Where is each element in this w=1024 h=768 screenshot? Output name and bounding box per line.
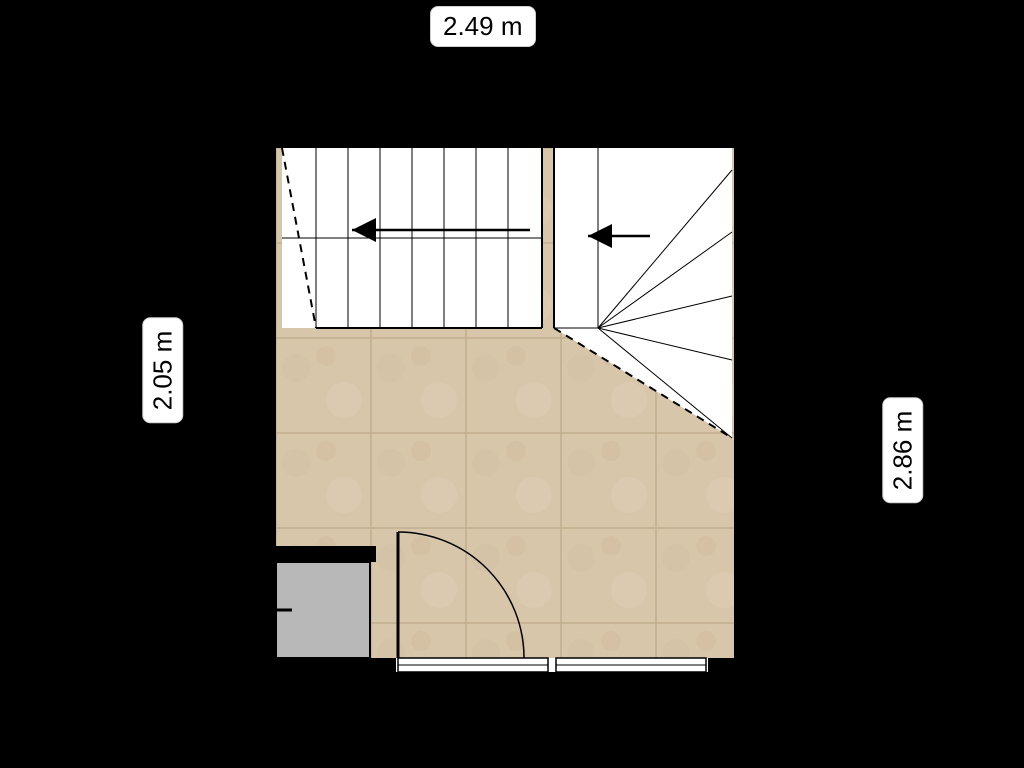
stair-left xyxy=(282,148,542,328)
floorplan-svg xyxy=(0,0,1024,768)
cabinet xyxy=(268,546,376,658)
floorplan-stage: 2.49 m 2.05 m 2.86 m xyxy=(0,0,1024,768)
